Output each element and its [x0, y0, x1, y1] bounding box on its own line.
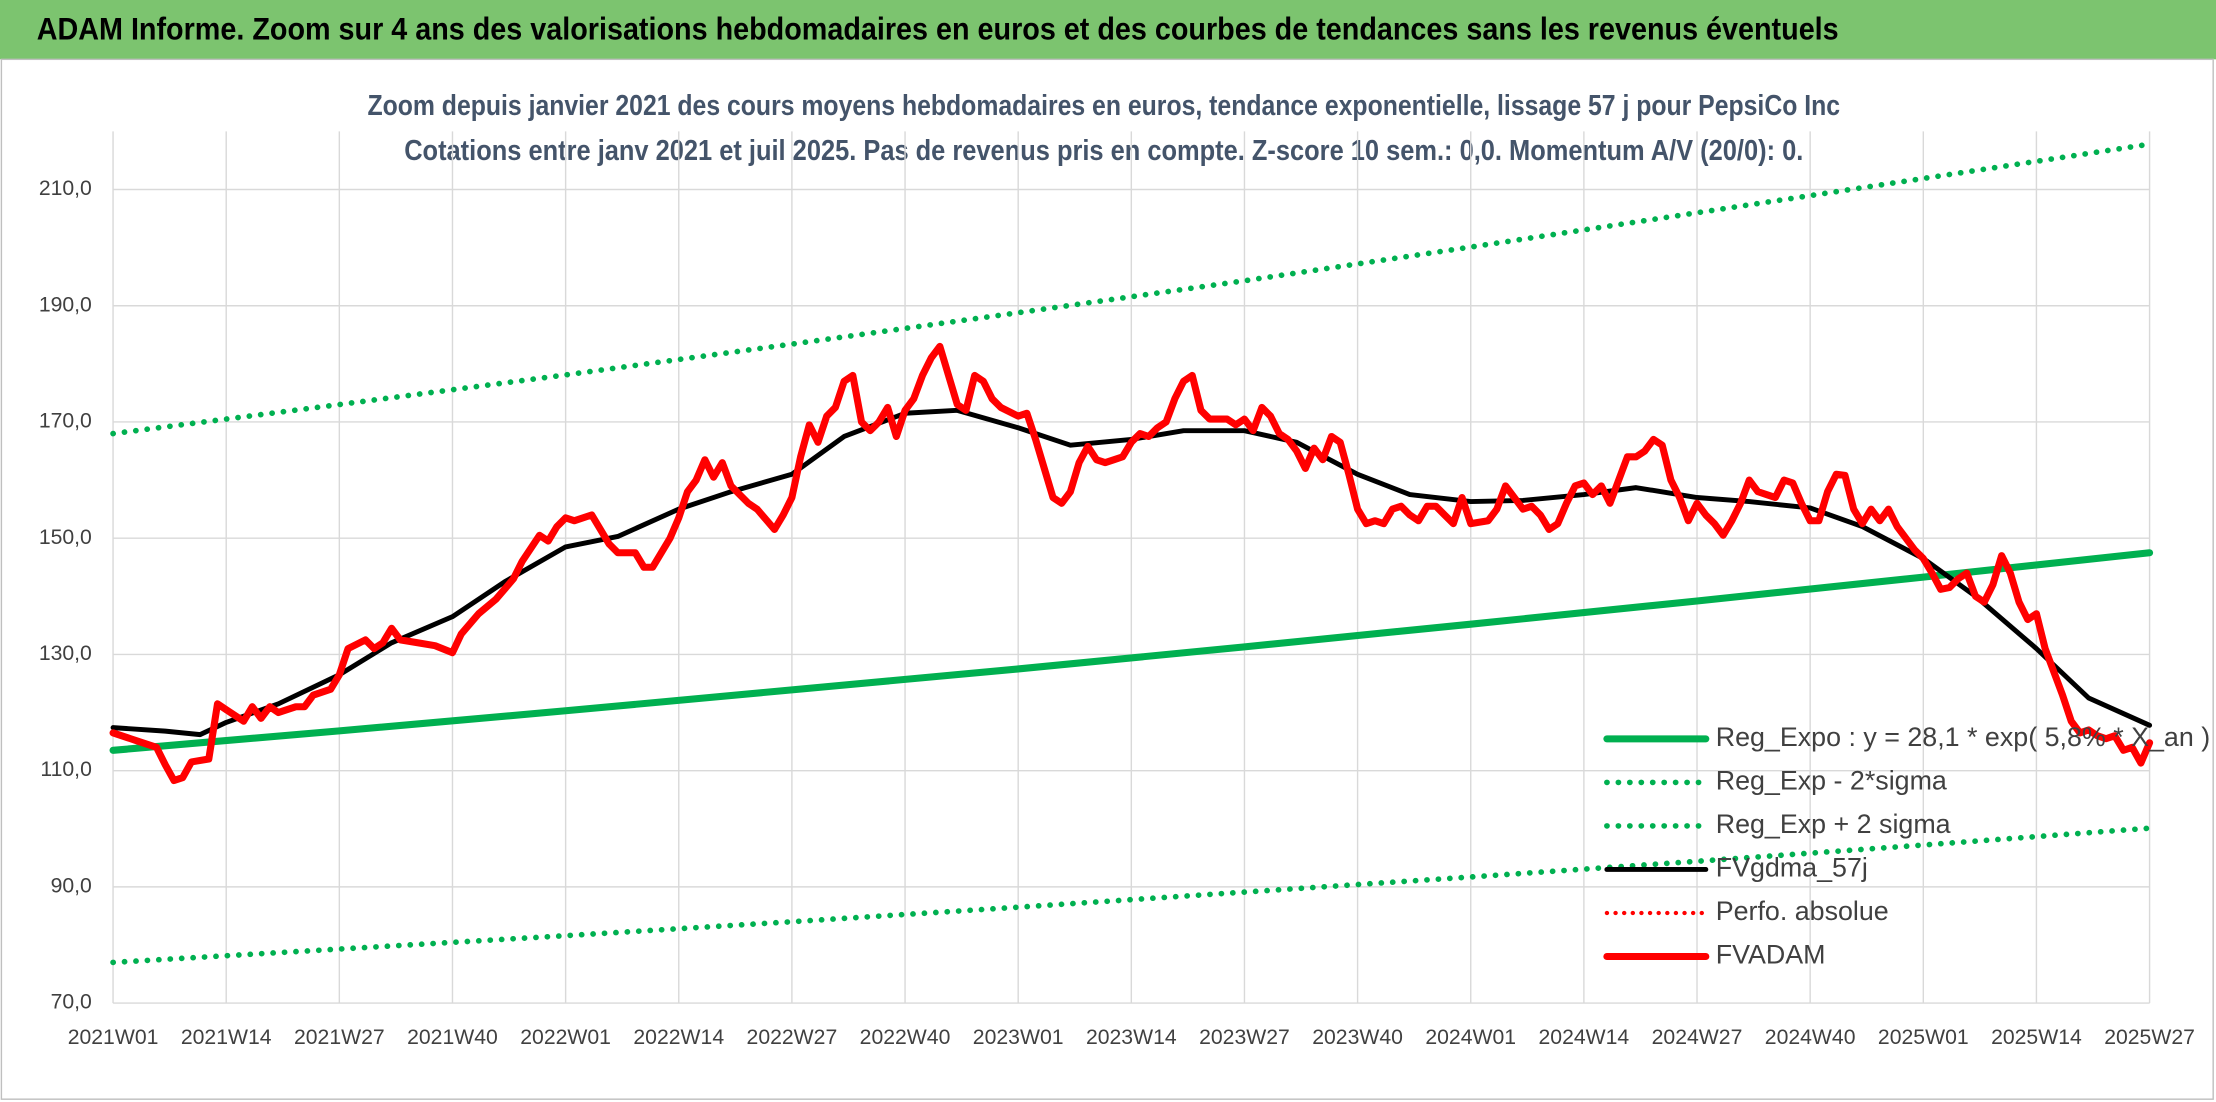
x-tick-label: 2023W14: [1086, 1026, 1177, 1049]
x-tick-label: 2023W40: [1312, 1026, 1403, 1049]
legend-label: Reg_Expo : y = 28,1 * exp( 5,8% * X_an ): [1716, 722, 2210, 752]
x-tick-label: 2023W01: [973, 1026, 1064, 1049]
legend-label: FVADAM: [1716, 940, 1826, 970]
series-line: [110, 141, 2153, 437]
plot-lines: [109, 141, 2154, 966]
chart-frame: [0, 58, 2214, 1100]
x-tick-label: 2024W14: [1539, 1026, 1630, 1049]
x-tick-label: 2021W27: [294, 1026, 385, 1049]
series-line: [110, 825, 2153, 966]
x-tick-label: 2022W01: [520, 1026, 611, 1049]
x-tick-label: 2021W01: [68, 1026, 159, 1049]
y-tick-label: 150,0: [39, 526, 92, 549]
legend-label: Perfo. absolue: [1716, 896, 1889, 926]
x-tick-label: 2025W01: [1878, 1026, 1969, 1049]
legend-label: Reg_Exp + 2 sigma: [1716, 809, 1951, 839]
legend-label: Reg_Exp - 2*sigma: [1716, 766, 1947, 796]
x-tick-label: 2022W27: [747, 1026, 838, 1049]
series-line: [109, 342, 2154, 785]
y-tick-label: 170,0: [39, 410, 92, 433]
y-tick-label: 210,0: [39, 177, 92, 200]
x-tick-label: 2021W40: [407, 1026, 498, 1049]
grid: [112, 131, 2151, 1004]
legend-label: FVgdma_57j: [1716, 853, 1868, 883]
x-tick-label: 2022W14: [633, 1026, 724, 1049]
series-line: [109, 549, 2154, 754]
x-tick-label: 2023W27: [1199, 1026, 1290, 1049]
y-tick-label: 70,0: [51, 991, 92, 1014]
x-tick-label: 2025W27: [2104, 1026, 2195, 1049]
header-title: ADAM Informe. Zoom sur 4 ans des valoris…: [37, 11, 1839, 46]
x-tick-label: 2024W40: [1765, 1026, 1856, 1049]
y-tick-label: 110,0: [40, 758, 91, 781]
x-tick-label: 2024W27: [1652, 1026, 1743, 1049]
y-tick-label: 90,0: [51, 874, 92, 897]
chart-subtitle: Zoom depuis janvier 2021 des cours moyen…: [367, 89, 1840, 121]
x-tick-label: 2022W40: [860, 1026, 951, 1049]
header-bar: [0, 0, 2216, 60]
legend: Reg_Expo : y = 28,1 * exp( 5,8% * X_an )…: [1603, 722, 2210, 970]
chart-subtitle: Cotations entre janv 2021 et juil 2025. …: [404, 134, 1803, 166]
x-tick-label: 2025W14: [1991, 1026, 2082, 1049]
x-tick-label: 2021W14: [181, 1026, 272, 1049]
y-tick-label: 130,0: [39, 642, 92, 665]
x-tick-label: 2024W01: [1425, 1026, 1516, 1049]
tick-labels: 70,0 90,0 110,0 130,0 150,0 170,0 190,0 210,0 20…: [39, 177, 2195, 1049]
y-tick-label: 190,0: [39, 293, 92, 316]
